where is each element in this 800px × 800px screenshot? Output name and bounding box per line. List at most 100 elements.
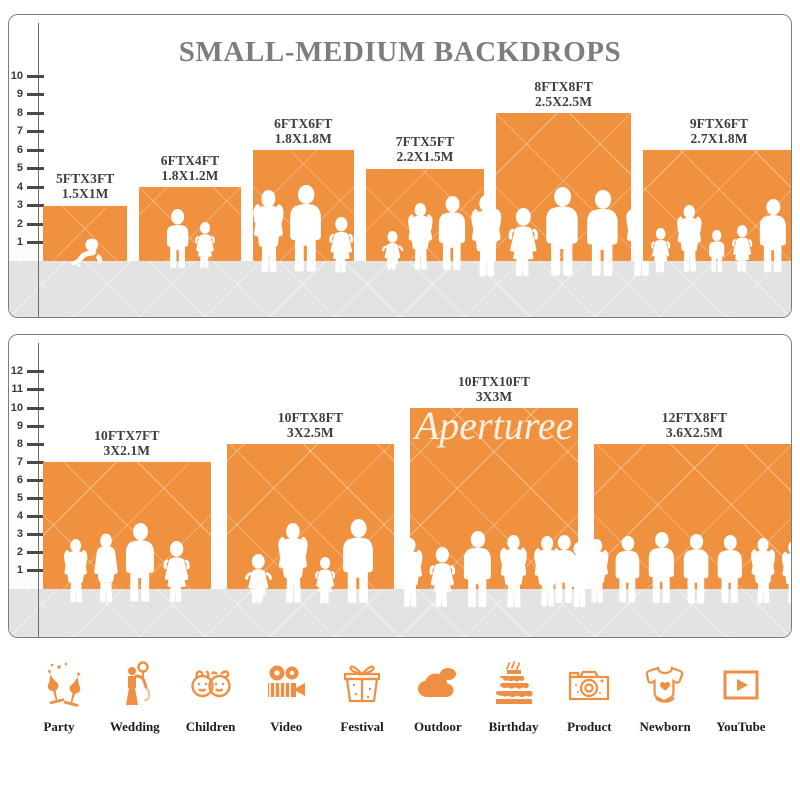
cloud-icon bbox=[415, 655, 461, 713]
icon-label: Product bbox=[567, 719, 612, 734]
y-tick-label: 2 bbox=[16, 546, 23, 559]
bar-label: 6FTX4FT 1.8X1.2M bbox=[161, 153, 219, 183]
bar-item[interactable]: 9FTX6FT 2.7X1.8M bbox=[643, 116, 791, 272]
bar-rect[interactable] bbox=[139, 187, 241, 261]
brand-watermark: Aperturee bbox=[414, 408, 574, 449]
y-tick-label: 5 bbox=[16, 162, 23, 175]
bar-rect[interactable] bbox=[593, 444, 791, 589]
y-tick-mark bbox=[27, 478, 44, 482]
bar-item[interactable]: 7FTX5FT 2.2X1.5M bbox=[365, 134, 485, 270]
bar-rect[interactable] bbox=[496, 113, 632, 261]
y-tick-mark bbox=[27, 497, 44, 501]
y-tick-label: 4 bbox=[16, 510, 23, 523]
y-tick-mark bbox=[27, 111, 44, 115]
icon-label: Festival bbox=[340, 719, 384, 734]
y-tick-mark bbox=[27, 460, 44, 464]
bar-label: 12FTX8FT 3.6X2.5M bbox=[662, 410, 727, 440]
bar-item[interactable]: 10FTX10FT 3X3M Aperturee bbox=[397, 374, 592, 607]
bar-rect[interactable] bbox=[226, 444, 395, 589]
y-tick-label: 9 bbox=[16, 88, 23, 101]
y-tick-label: 3 bbox=[16, 199, 23, 212]
y-tick-label: 5 bbox=[16, 492, 23, 505]
bar-item[interactable]: 8FTX8FT 2.5X2.5M bbox=[471, 79, 656, 276]
page-title: SMALL-MEDIUM BACKDROPS bbox=[178, 36, 622, 68]
bride-icon bbox=[112, 655, 158, 713]
icon-item-children[interactable]: Children bbox=[174, 655, 248, 735]
bar-item[interactable]: 10FTX8FT 3X2.5M bbox=[226, 410, 395, 603]
y-tick-label: 7 bbox=[16, 455, 23, 468]
y-axis-1: 1 2 3 4 5 6 7 8 9 10 bbox=[9, 23, 44, 317]
wine-glasses-icon bbox=[36, 655, 82, 713]
icon-item-video[interactable]: Video bbox=[249, 655, 323, 735]
camera-icon bbox=[566, 655, 612, 713]
bar-label: 8FTX8FT 2.5X2.5M bbox=[534, 79, 592, 109]
icon-item-festival[interactable]: Festival bbox=[325, 655, 399, 735]
bar-label: 9FTX6FT 2.7X1.8M bbox=[690, 116, 748, 146]
bar-label: 7FTX5FT 2.2X1.5M bbox=[396, 134, 454, 164]
bar-rect[interactable] bbox=[252, 150, 354, 261]
bar-rect[interactable] bbox=[643, 150, 791, 261]
bar-item[interactable]: 6FTX6FT 1.8X1.8M bbox=[252, 116, 354, 272]
icon-label: Birthday bbox=[488, 719, 539, 734]
y-tick-mark bbox=[27, 222, 44, 226]
icon-label: Newborn bbox=[639, 719, 691, 734]
bar-label: 10FTX10FT 3X3M bbox=[458, 374, 530, 404]
y-tick-label: 8 bbox=[16, 437, 23, 450]
y-tick-mark bbox=[27, 424, 44, 428]
icon-label: Video bbox=[270, 719, 303, 734]
bar-rect[interactable]: Aperturee bbox=[410, 408, 578, 589]
bar-item[interactable]: 6FTX4FT 1.8X1.2M bbox=[139, 153, 241, 268]
y-tick-label: 6 bbox=[16, 473, 23, 486]
icon-item-product[interactable]: Product bbox=[552, 655, 626, 735]
y-tick-mark bbox=[27, 130, 44, 134]
bar-size-ft: 7FTX5FT bbox=[395, 134, 455, 150]
movie-camera-icon bbox=[263, 655, 309, 713]
bar-size-m: 3X2.1M bbox=[103, 443, 151, 459]
icon-label: Outdoor bbox=[413, 719, 462, 734]
bar-item[interactable]: 12FTX8FT 3.6X2.5M bbox=[551, 410, 791, 603]
bar-size-m: 3.6X2.5M bbox=[665, 425, 723, 441]
y-tick-mark bbox=[27, 74, 44, 78]
play-button-icon bbox=[718, 655, 764, 713]
bar-label: 10FTX8FT 3X2.5M bbox=[278, 410, 343, 440]
bar-size-ft: 10FTX8FT bbox=[277, 410, 344, 426]
icon-item-newborn[interactable]: Newborn bbox=[628, 655, 702, 735]
birthday-cake-icon bbox=[491, 655, 537, 713]
y-tick-label: 11 bbox=[11, 383, 23, 396]
y-tick-label: 8 bbox=[16, 106, 23, 119]
y-tick-label: 10 bbox=[10, 401, 23, 414]
bar-rect[interactable] bbox=[365, 168, 485, 261]
y-tick-label: 12 bbox=[10, 365, 23, 378]
bar-item[interactable]: 10FTX7FT 3X2.1M bbox=[43, 428, 211, 602]
y-axis-line-2 bbox=[38, 343, 39, 637]
icon-item-birthday[interactable]: Birthday bbox=[477, 655, 551, 735]
y-tick-label: 4 bbox=[16, 180, 23, 193]
bar-size-ft: 10FTX10FT bbox=[457, 373, 531, 389]
bar-rect[interactable] bbox=[43, 462, 211, 589]
bar-label: 5FTX3FT 1.5X1M bbox=[56, 171, 114, 201]
bar-size-ft: 5FTX3FT bbox=[55, 171, 115, 187]
bar-rect[interactable] bbox=[43, 205, 128, 261]
bar-size-ft: 10FTX7FT bbox=[94, 428, 160, 444]
icon-item-wedding[interactable]: Wedding bbox=[98, 655, 172, 735]
icon-label: Party bbox=[43, 719, 75, 734]
bar-size-ft: 6FTX4FT bbox=[160, 152, 220, 168]
y-tick-label: 2 bbox=[16, 217, 23, 230]
icon-item-party[interactable]: Party bbox=[22, 655, 96, 735]
y-tick-mark bbox=[27, 551, 44, 555]
icon-item-outdoor[interactable]: Outdoor bbox=[401, 655, 475, 735]
y-tick-label: 7 bbox=[16, 125, 23, 138]
bar-size-ft: 6FTX6FT bbox=[274, 115, 333, 131]
bar-item[interactable]: 5FTX3FT 1.5X1M bbox=[43, 171, 128, 267]
y-tick-mark bbox=[27, 167, 44, 171]
icon-item-youtube[interactable]: YouTube bbox=[704, 655, 778, 735]
bar-size-ft: 9FTX6FT bbox=[689, 115, 749, 131]
bar-label: 10FTX7FT 3X2.1M bbox=[94, 428, 159, 458]
usage-icon-row: Party Wedding Children Video Festival Outdoor… bbox=[0, 655, 800, 765]
bar-size-m: 1.8X1.8M bbox=[274, 130, 332, 146]
chart-panel-large: 1 2 3 4 5 6 7 8 9 10 11 12 10FTX7FT 3X2.1M 10FTX8FT 3X… bbox=[8, 334, 792, 638]
y-tick-label: 9 bbox=[16, 419, 23, 432]
y-tick-mark bbox=[27, 442, 44, 446]
bar-size-m: 2.5X2.5M bbox=[535, 93, 593, 109]
bar-label: 6FTX6FT 1.8X1.8M bbox=[274, 116, 332, 146]
